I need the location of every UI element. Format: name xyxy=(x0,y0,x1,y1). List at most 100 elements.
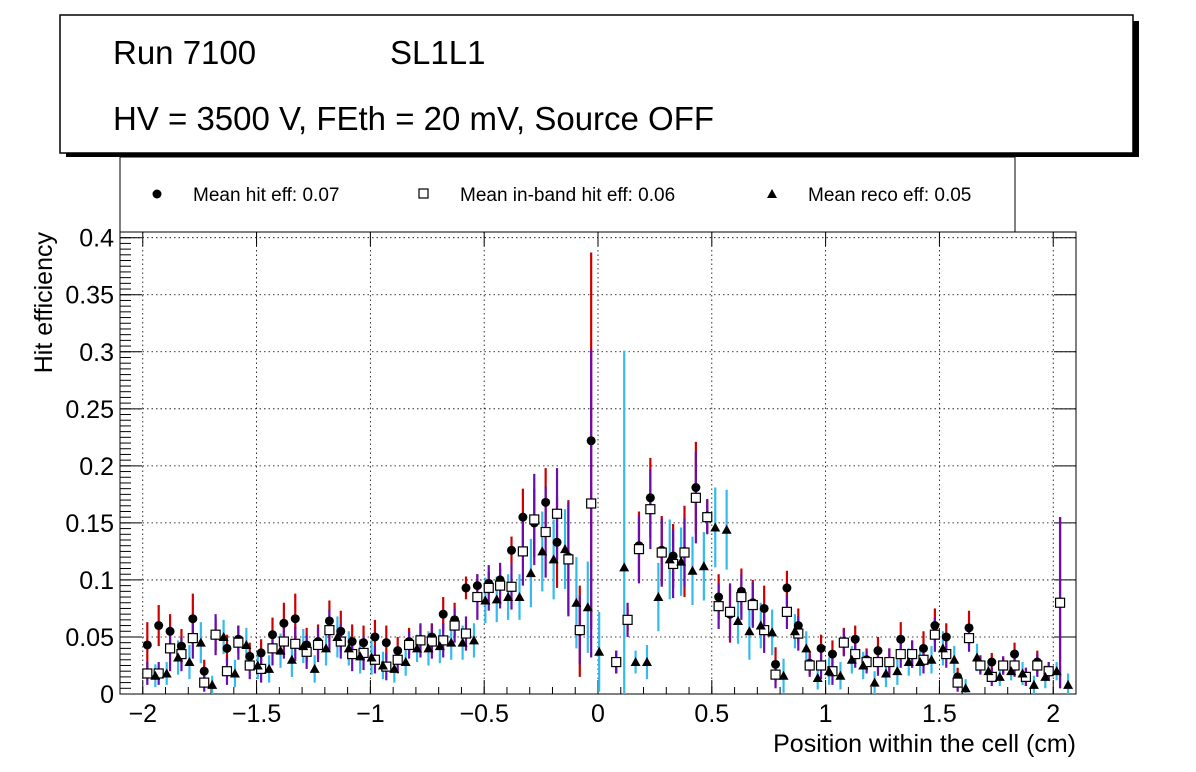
reco-eff-point xyxy=(892,666,903,676)
inband-eff-point xyxy=(736,591,747,603)
inband-eff-point xyxy=(267,643,278,654)
inband-eff-point xyxy=(815,660,827,671)
reco-eff-point xyxy=(1040,671,1051,681)
inband-eff-point xyxy=(551,508,563,519)
inband-eff-point xyxy=(358,647,369,659)
reco-eff-point xyxy=(480,595,491,605)
reco-eff-point xyxy=(812,673,823,683)
y-tick-label: 0.2 xyxy=(79,453,114,481)
reco-eff-point xyxy=(755,620,766,630)
hit-eff-point xyxy=(1010,649,1020,659)
inband-eff-point xyxy=(324,625,335,636)
reco-eff-point xyxy=(903,657,914,667)
reco-eff-point xyxy=(321,643,332,653)
hit-eff-point xyxy=(518,512,528,522)
reco-eff-point xyxy=(150,670,161,680)
hit-eff-point xyxy=(268,630,278,640)
reco-eff-point xyxy=(275,645,286,655)
reco-eff-point xyxy=(241,639,252,649)
reco-eff-point xyxy=(457,637,468,647)
x-tick-label: −2 xyxy=(129,700,158,728)
inband-eff-point xyxy=(872,656,884,668)
hit-eff-point xyxy=(438,609,448,619)
reco-eff-point xyxy=(548,554,559,564)
inband-eff-point xyxy=(895,648,906,660)
inband-eff-point xyxy=(472,591,483,603)
hit-eff-point xyxy=(964,623,974,633)
reco-eff-point xyxy=(1063,679,1074,689)
y-tick-label: 0.35 xyxy=(65,282,114,310)
reco-eff-point xyxy=(286,654,297,664)
reco-eff-point xyxy=(491,594,502,604)
reco-eff-point xyxy=(880,668,891,678)
inband-eff-point xyxy=(1054,597,1066,608)
reco-eff-point xyxy=(949,654,960,664)
reco-eff-point xyxy=(184,657,195,667)
reco-eff-point xyxy=(298,641,309,651)
inband-eff-point xyxy=(517,546,528,557)
reco-eff-point xyxy=(377,660,388,670)
inband-eff-point xyxy=(540,526,551,538)
hit-eff-point xyxy=(930,621,940,631)
reco-eff-point xyxy=(676,556,687,566)
hit-eff-point xyxy=(987,657,997,667)
reco-eff-point xyxy=(423,643,434,653)
reco-eff-point xyxy=(412,643,423,653)
hit-eff-point xyxy=(165,626,175,636)
inband-eff-point xyxy=(861,656,872,668)
y-tick-label: 0.1 xyxy=(79,567,114,595)
inband-eff-point xyxy=(244,660,255,671)
inband-eff-point xyxy=(884,656,895,668)
inband-eff-point xyxy=(574,625,585,636)
inband-eff-point xyxy=(611,656,622,668)
axes: −2 −1.5 −1 −0.5 0 0.5 1 1.5 2 0 0.05 0.1 0.15 0.2 0.25… xyxy=(65,225,1076,728)
reco-eff-point xyxy=(801,643,812,653)
inband-eff-point xyxy=(770,669,781,680)
inband-eff-point xyxy=(690,492,701,503)
hit-eff-point xyxy=(586,436,596,446)
reco-eff-point xyxy=(653,592,664,602)
inband-eff-point xyxy=(781,606,793,617)
hit-eff-point xyxy=(279,618,289,628)
reco-eff-point xyxy=(434,641,445,651)
hit-eff-point xyxy=(359,638,369,648)
y-tick-label: 0.3 xyxy=(79,339,114,367)
reco-eff-point xyxy=(1006,666,1017,676)
inband-eff-point xyxy=(210,629,221,640)
reco-eff-point xyxy=(264,663,275,673)
reco-eff-point xyxy=(389,663,400,673)
legend-hit-label: Mean hit eff: 0.07 xyxy=(193,185,339,206)
reco-eff-point xyxy=(594,646,605,656)
reco-eff-point xyxy=(698,561,709,571)
x-tick-label: 1 xyxy=(819,700,833,728)
reco-eff-point xyxy=(332,631,343,641)
hit-eff-point xyxy=(256,648,266,658)
inband-eff-point xyxy=(622,614,633,625)
hit-eff-point xyxy=(370,632,380,642)
hit-eff-point xyxy=(472,581,482,591)
conditions-label: HV = 3500 V, FEth = 20 mV, Source OFF xyxy=(113,100,714,137)
layer-label: SL1L1 xyxy=(390,34,485,71)
inband-eff-point xyxy=(907,648,918,660)
x-tick-label: 2 xyxy=(1046,700,1060,728)
hit-eff-point xyxy=(782,583,792,593)
inband-eff-point xyxy=(392,654,403,665)
reco-eff-point xyxy=(560,544,571,554)
reco-eff-point xyxy=(994,671,1005,681)
hit-eff-point xyxy=(245,651,255,661)
inband-eff-point xyxy=(702,512,713,523)
hit-eff-point xyxy=(645,493,655,503)
hit-eff-point xyxy=(771,659,781,669)
reco-eff-point xyxy=(960,683,971,693)
reco-eff-point xyxy=(173,652,184,662)
reco-eff-point xyxy=(710,522,721,532)
hit-eff-point xyxy=(827,649,837,659)
legend-inband-marker xyxy=(418,188,429,199)
hit-eff-point xyxy=(507,545,517,555)
inband-eff-point xyxy=(290,638,301,649)
reco-eff-point xyxy=(778,670,789,680)
reco-eff-point xyxy=(972,652,983,662)
inband-eff-point xyxy=(633,544,645,555)
inband-eff-point xyxy=(495,580,506,591)
inband-eff-point xyxy=(176,648,187,660)
